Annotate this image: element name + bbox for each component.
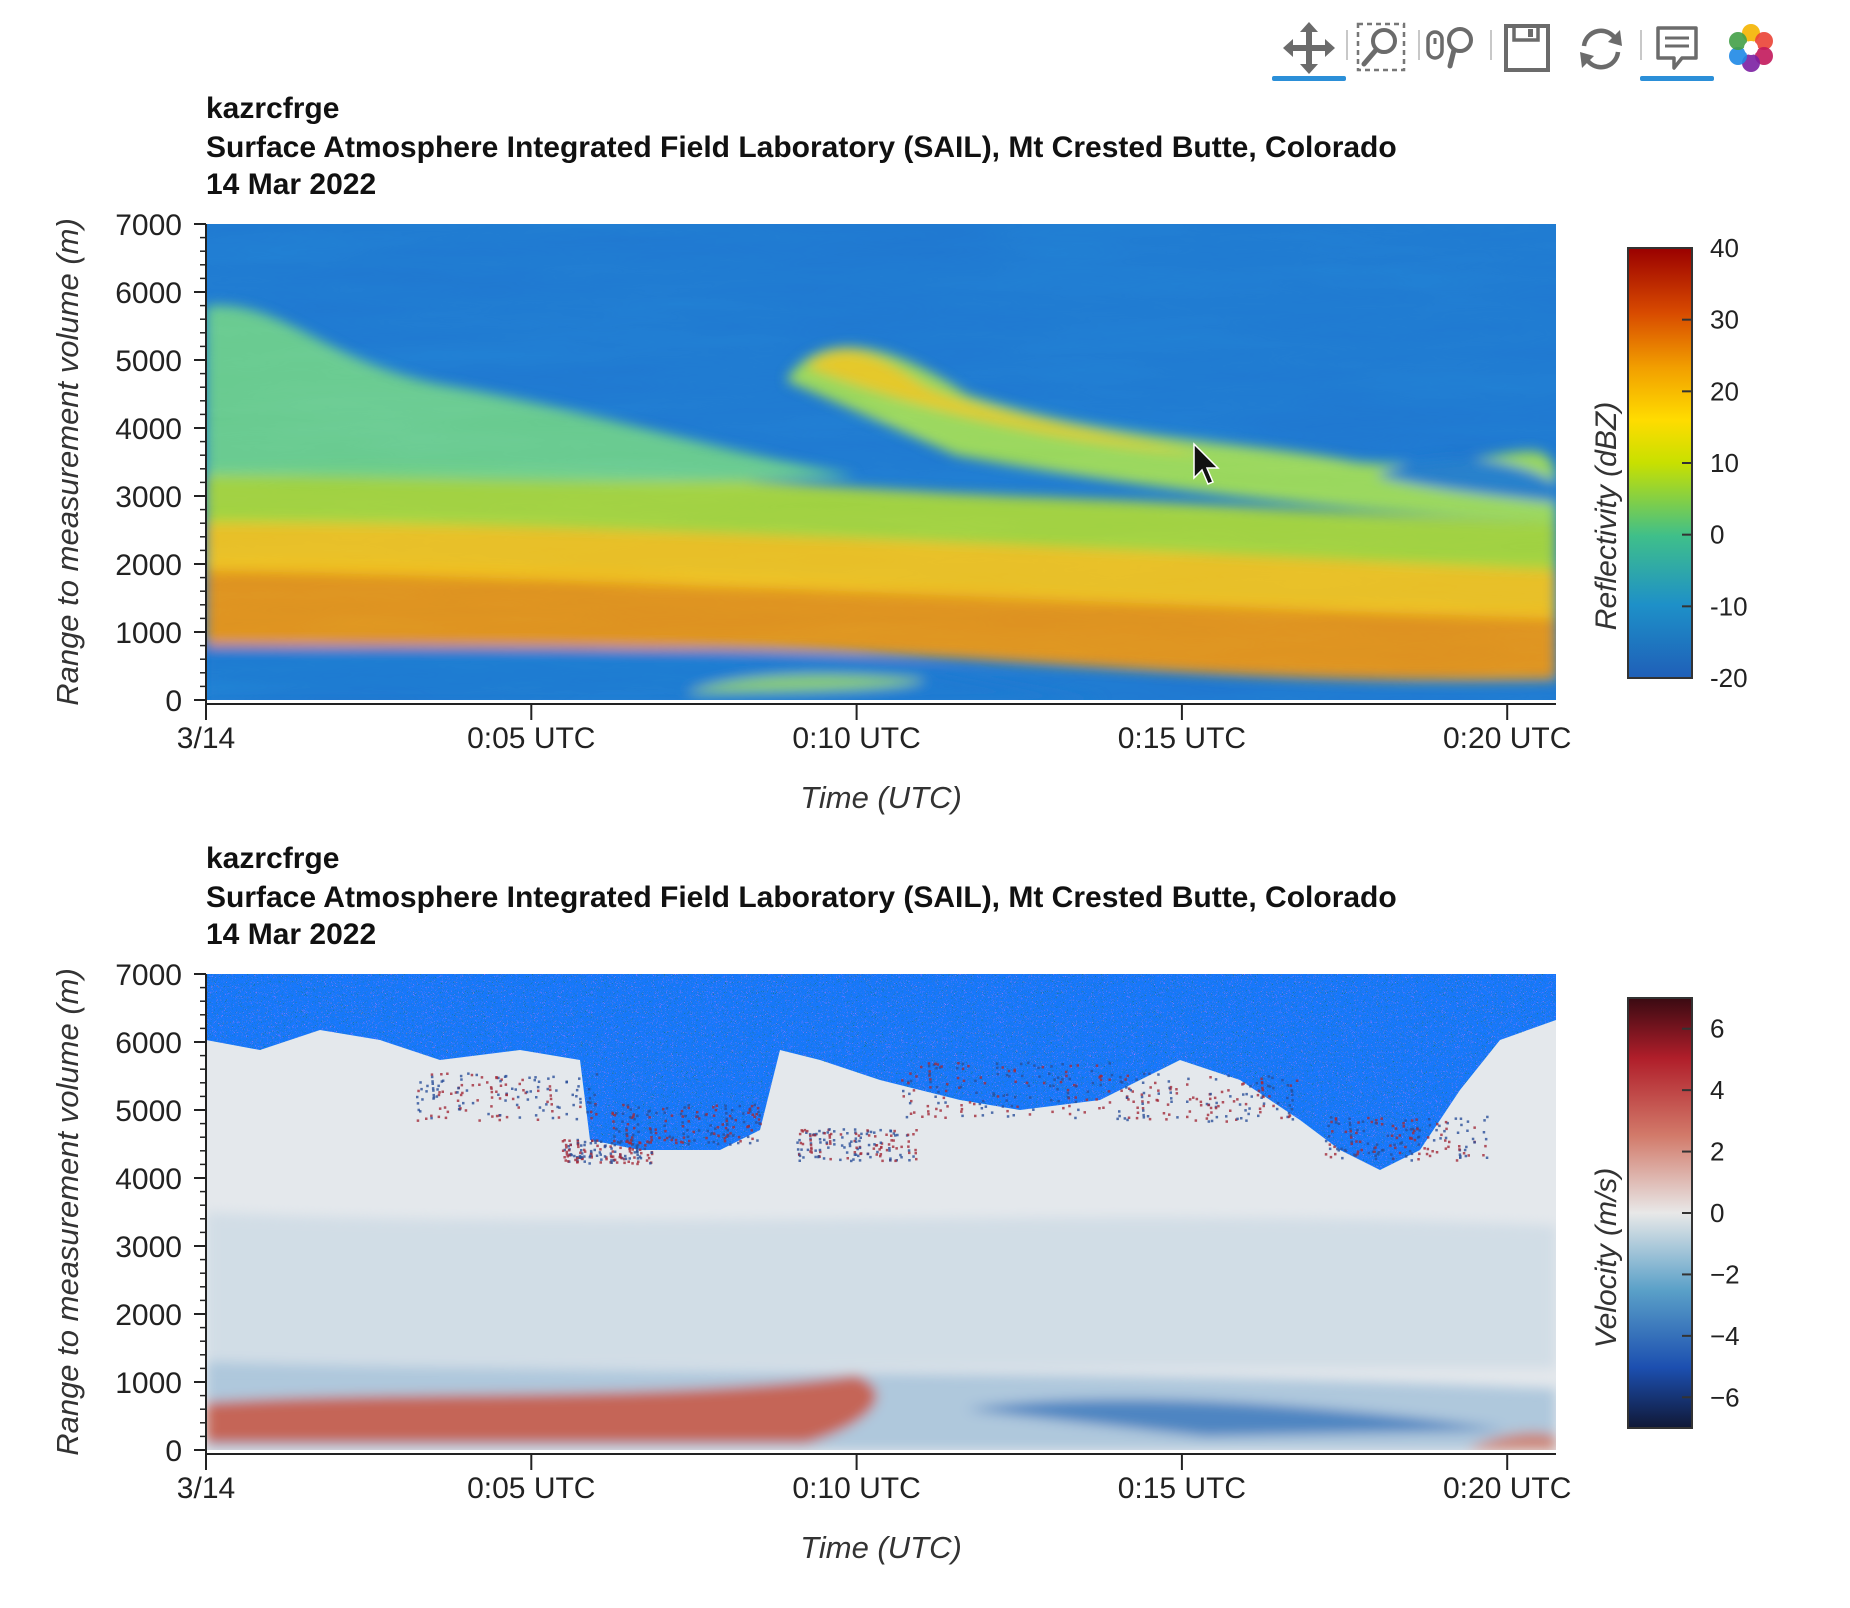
pan-move-icon (1283, 22, 1335, 74)
y-tick-label: 0 (165, 1435, 182, 1468)
y-tick-label: 5000 (115, 1095, 182, 1128)
x-tick-label: 0:20 UTC (1443, 1472, 1571, 1505)
colorbar-tick-label: 4 (1710, 1075, 1724, 1105)
colorbar (1627, 997, 1693, 1429)
chart-panel-reflectivity: kazrcfrge Surface Atmosphere Integrated F… (50, 92, 1748, 815)
chart-panel-velocity: kazrcfrge Surface Atmosphere Integrated F… (50, 842, 1740, 1565)
reset-icon (1580, 28, 1622, 70)
colorbar (1627, 247, 1693, 679)
colorbar-tick-label: −4 (1710, 1321, 1740, 1351)
toolbar-separator (1490, 30, 1492, 60)
y-tick-label: 2000 (115, 1299, 182, 1332)
y-tick-label: 6000 (115, 1027, 182, 1060)
x-tick-label: 0:15 UTC (1118, 1472, 1246, 1505)
hover-tool-active-indicator (1640, 76, 1714, 81)
colorbar-label: Velocity (m/s) (1590, 1168, 1623, 1349)
x-axis-label: Time (UTC) (800, 780, 962, 815)
x-tick-label: 3/14 (177, 722, 235, 755)
heatmap-velocity[interactable] (206, 974, 1556, 1450)
heatmap-reflectivity[interactable] (206, 224, 1556, 700)
reset-tool[interactable] (1572, 18, 1630, 78)
mouse-cursor-icon (1193, 442, 1220, 485)
chart-subtitle-date: 14 Mar 2022 (206, 168, 376, 201)
x-tick-label: 0:15 UTC (1118, 722, 1246, 755)
y-tick-label: 3000 (115, 1231, 182, 1264)
toolbar-separator (1418, 30, 1420, 60)
colorbar-tick-label: -10 (1710, 591, 1748, 621)
box-zoom-tool[interactable] (1352, 18, 1410, 78)
y-tick-label: 7000 (115, 959, 182, 992)
colorbar-tick-label: 20 (1710, 376, 1739, 406)
pan-tool-active-indicator (1272, 76, 1346, 81)
colorbar-tick-label: −2 (1710, 1259, 1740, 1289)
wheel-zoom-icon (1426, 27, 1473, 69)
hover-tool[interactable] (1640, 18, 1714, 81)
colorbar-tick-label: −6 (1710, 1382, 1740, 1412)
colorbar-tick-label: -20 (1710, 663, 1748, 693)
colorbar-tick-label: 10 (1710, 448, 1739, 478)
hover-tooltip-icon (1656, 26, 1698, 70)
colorbar-tick-label: 2 (1710, 1137, 1724, 1167)
chart-subtitle-site: Surface Atmosphere Integrated Field Labo… (206, 131, 1397, 164)
x-tick-label: 0:10 UTC (792, 1472, 920, 1505)
colorbar-tick-label: 30 (1710, 305, 1739, 335)
y-tick-label: 1000 (115, 1367, 182, 1400)
x-tick-label: 3/14 (177, 1472, 235, 1505)
x-tick-label: 0:05 UTC (467, 722, 595, 755)
x-tick-label: 0:20 UTC (1443, 722, 1571, 755)
colorbar-tick-label: 0 (1710, 520, 1724, 550)
bokeh-logo-icon (1729, 24, 1773, 72)
save-icon (1504, 24, 1550, 72)
y-tick-label: 3000 (115, 481, 182, 514)
box-zoom-icon (1356, 22, 1406, 72)
wheel-zoom-tool[interactable] (1424, 18, 1482, 78)
y-tick-label: 1000 (115, 617, 182, 650)
pan-tool[interactable] (1272, 18, 1346, 81)
y-tick-label: 4000 (115, 1163, 182, 1196)
colorbar-tick-label: 40 (1710, 233, 1739, 263)
save-tool[interactable] (1498, 18, 1556, 78)
y-axis-label: Range to measurement volume (m) (50, 968, 85, 1456)
colorbar-tick-label: 0 (1710, 1198, 1724, 1228)
x-tick-label: 0:10 UTC (792, 722, 920, 755)
x-axis-label: Time (UTC) (800, 1530, 962, 1565)
bokeh-toolbar (1260, 0, 1820, 90)
colorbar-tick-label: 6 (1710, 1014, 1724, 1044)
toolbar-separator (1640, 30, 1642, 60)
colorbar-label: Reflectivity (dBZ) (1590, 402, 1623, 630)
chart-subtitle-site: Surface Atmosphere Integrated Field Labo… (206, 881, 1397, 914)
bokeh-logo[interactable] (1722, 18, 1780, 78)
chart-subtitle-date: 14 Mar 2022 (206, 918, 376, 951)
chart-title: kazrcfrge (206, 842, 339, 875)
y-tick-label: 5000 (115, 345, 182, 378)
y-tick-label: 0 (165, 685, 182, 718)
y-tick-label: 2000 (115, 549, 182, 582)
y-tick-label: 4000 (115, 413, 182, 446)
y-tick-label: 7000 (115, 209, 182, 242)
toolbar-separator (1346, 30, 1348, 60)
x-tick-label: 0:05 UTC (467, 1472, 595, 1505)
chart-title: kazrcfrge (206, 92, 339, 125)
plots-group: kazrcfrge Surface Atmosphere Integrated F… (50, 92, 1748, 1565)
y-axis-label: Range to measurement volume (m) (50, 218, 85, 706)
y-tick-label: 6000 (115, 277, 182, 310)
